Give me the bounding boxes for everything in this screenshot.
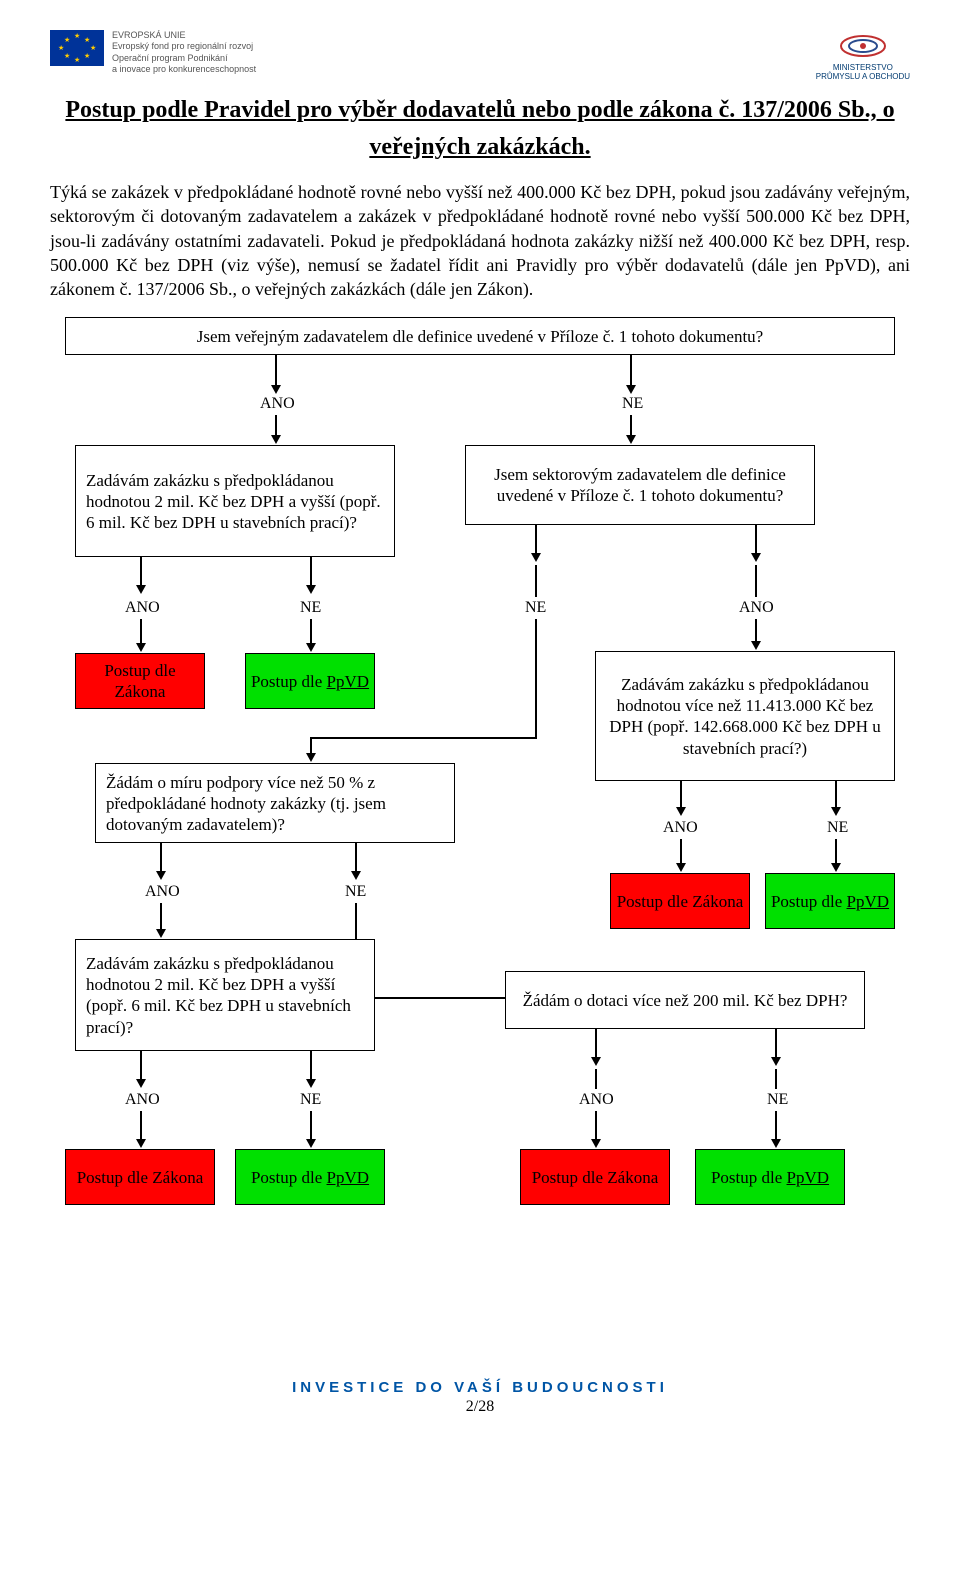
q2-ano: ANO [125, 599, 160, 617]
q4-box: Žádám o míru podpory více než 50 % z pře… [95, 763, 455, 843]
page-title: Postup podle Pravidel pro výběr dodavate… [50, 92, 910, 166]
q2-box: Zadávám zakázku s předpokládanou hodnoto… [75, 445, 395, 557]
eu-flag-icon: ★ ★ ★ ★ ★ ★ ★ ★ [50, 30, 104, 66]
q1-ano: ANO [260, 395, 295, 413]
q3-ne: NE [525, 599, 546, 617]
mpo-logo-block: MINISTERSTVO PRŮMYSLU A OBCHODU [816, 30, 910, 82]
eu-line3: Operační program Podnikání [112, 53, 256, 64]
mpo-line2: PRŮMYSLU A OBCHODU [816, 73, 910, 82]
eu-text: EVROPSKÁ UNIE Evropský fond pro regionál… [112, 30, 256, 75]
footer-slogan: INVESTICE DO VAŠÍ BUDOUCNOSTI [50, 1379, 910, 1396]
q5-box: Zadávám zakázku s předpokládanou hodnoto… [595, 651, 895, 781]
mpo-logo-icon [836, 30, 890, 62]
q5-ano: ANO [663, 819, 698, 837]
q6-ano: ANO [125, 1091, 160, 1109]
q1-ne: NE [622, 395, 643, 413]
eu-line2: Evropský fond pro regionální rozvoj [112, 41, 256, 52]
q3-ano: ANO [739, 599, 774, 617]
result-zakon-1: Postup dle Zákona [75, 653, 205, 709]
eu-logo-block: ★ ★ ★ ★ ★ ★ ★ ★ EVROPSKÁ UNIE Evropský f… [50, 30, 256, 75]
page-header: ★ ★ ★ ★ ★ ★ ★ ★ EVROPSKÁ UNIE Evropský f… [50, 30, 910, 82]
flowchart: Jsem veřejným zadavatelem dle definice u… [65, 317, 895, 1357]
result-ppvd-1: Postup dle PpVD [245, 653, 375, 709]
result-ppvd-2: Postup dle PpVD [765, 873, 895, 929]
q6-ne: NE [300, 1091, 321, 1109]
q7-ne: NE [767, 1091, 788, 1109]
page-number: 2/28 [50, 1398, 910, 1416]
result-zakon-2: Postup dle Zákona [610, 873, 750, 929]
intro-paragraph: Týká se zakázek v předpokládané hodnotě … [50, 180, 910, 301]
q2-ne: NE [300, 599, 321, 617]
q7-ano: ANO [579, 1091, 614, 1109]
q4-ne: NE [345, 883, 366, 901]
q6-box: Zadávám zakázku s předpokládanou hodnoto… [75, 939, 375, 1051]
q5-ne: NE [827, 819, 848, 837]
eu-line1: EVROPSKÁ UNIE [112, 30, 256, 41]
result-zakon-3: Postup dle Zákona [65, 1149, 215, 1205]
q7-box: Žádám o dotaci více než 200 mil. Kč bez … [505, 971, 865, 1029]
result-ppvd-4: Postup dle PpVD [695, 1149, 845, 1205]
q4-ano: ANO [145, 883, 180, 901]
eu-line4: a inovace pro konkurenceschopnost [112, 64, 256, 75]
result-zakon-4: Postup dle Zákona [520, 1149, 670, 1205]
q3-box: Jsem sektorovým zadavatelem dle definice… [465, 445, 815, 525]
mpo-text: MINISTERSTVO PRŮMYSLU A OBCHODU [816, 64, 910, 82]
result-ppvd-3: Postup dle PpVD [235, 1149, 385, 1205]
q1-box: Jsem veřejným zadavatelem dle definice u… [65, 317, 895, 355]
page-footer: INVESTICE DO VAŠÍ BUDOUCNOSTI 2/28 [50, 1379, 910, 1416]
